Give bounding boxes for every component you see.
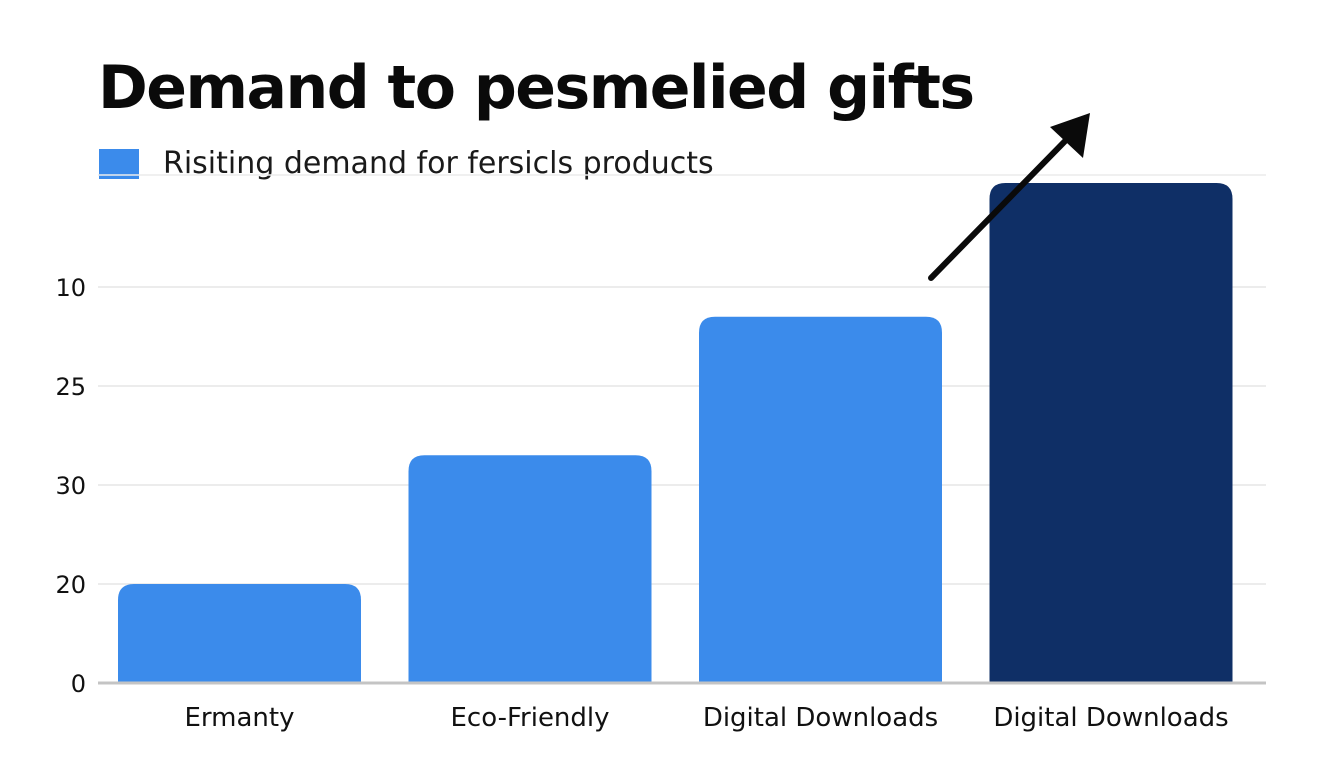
bar [989,183,1233,684]
legend-swatch [99,148,139,179]
bar [699,316,942,683]
chart-title: Demand to pesmelied gifts [98,53,975,123]
y-tick-label: 20 [55,571,86,599]
y-tick-label: 0 [71,670,86,698]
bar [408,455,652,683]
x-tick-label: Eco-Friendly [450,703,609,733]
y-tick-label: 25 [55,373,86,401]
bar [118,584,361,683]
trend-arrow-head [1050,113,1090,158]
trend-arrow-shaft [928,131,1075,281]
x-tick-label: Ermanty [185,703,295,733]
x-tick-label: Digital Downloads [993,703,1228,733]
x-tick-label: Digital Downloads [703,703,938,733]
y-tick-label: 30 [55,472,86,500]
y-tick-label: 10 [55,274,86,302]
